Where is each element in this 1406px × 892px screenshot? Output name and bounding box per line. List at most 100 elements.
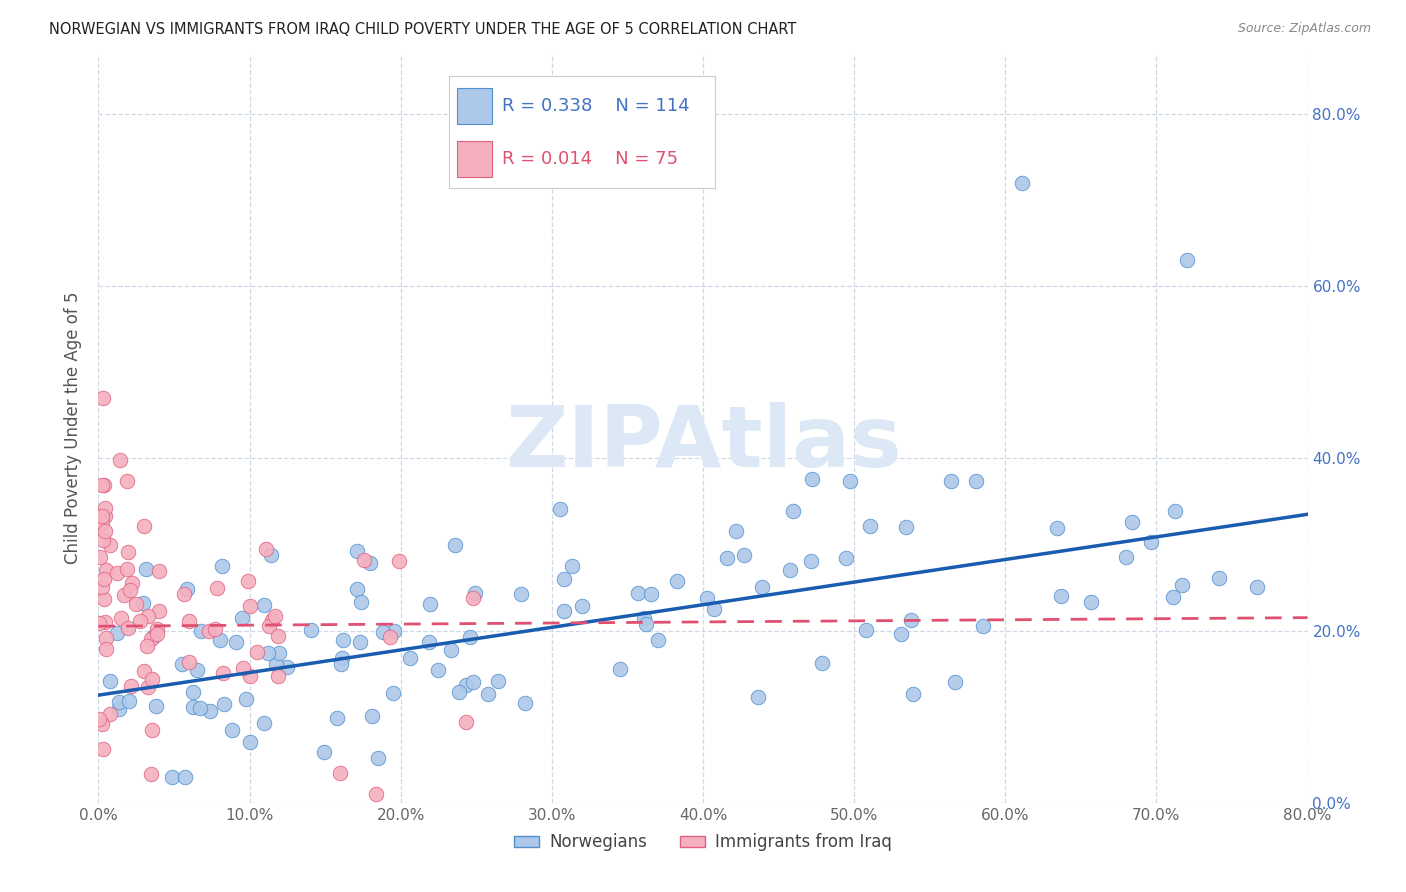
Norwegians xyxy=(1115,549,1137,564)
Immigrants from Iraq xyxy=(125,597,148,611)
Norwegians xyxy=(703,601,725,615)
Norwegians xyxy=(269,646,291,660)
Immigrants from Iraq xyxy=(461,591,484,605)
Norwegians xyxy=(696,591,718,606)
Immigrants from Iraq xyxy=(260,613,283,627)
Immigrants from Iraq xyxy=(91,508,114,523)
Immigrants from Iraq xyxy=(257,619,280,633)
Immigrants from Iraq xyxy=(115,562,138,576)
Norwegians xyxy=(418,634,440,648)
Norwegians xyxy=(458,630,481,644)
Immigrants from Iraq xyxy=(148,604,170,618)
Norwegians xyxy=(900,613,922,627)
Immigrants from Iraq xyxy=(93,572,115,586)
Norwegians xyxy=(176,582,198,596)
Norwegians xyxy=(666,574,689,588)
Norwegians xyxy=(371,625,394,640)
Norwegians xyxy=(751,580,773,594)
Norwegians xyxy=(454,678,477,692)
Norwegians xyxy=(1175,253,1198,268)
Immigrants from Iraq xyxy=(94,524,117,538)
Norwegians xyxy=(1164,504,1187,518)
Norwegians xyxy=(145,699,167,714)
Norwegians xyxy=(221,723,243,737)
Norwegians xyxy=(426,663,449,677)
Norwegians xyxy=(190,624,212,638)
Norwegians xyxy=(894,519,917,533)
Norwegians xyxy=(256,646,278,660)
Norwegians xyxy=(186,663,208,677)
Norwegians xyxy=(859,519,882,533)
Norwegians xyxy=(640,587,662,601)
Legend: Norwegians, Immigrants from Iraq: Norwegians, Immigrants from Iraq xyxy=(508,827,898,858)
Immigrants from Iraq xyxy=(93,533,115,547)
Norwegians xyxy=(350,595,373,609)
Norwegians xyxy=(1171,578,1194,592)
Immigrants from Iraq xyxy=(207,581,229,595)
Norwegians xyxy=(548,501,571,516)
Immigrants from Iraq xyxy=(148,564,170,578)
Norwegians xyxy=(633,611,655,625)
Norwegians xyxy=(325,711,347,725)
Norwegians xyxy=(419,597,441,611)
Immigrants from Iraq xyxy=(141,767,163,781)
Immigrants from Iraq xyxy=(146,622,169,636)
Norwegians xyxy=(1050,589,1073,603)
Norwegians xyxy=(188,701,211,715)
Immigrants from Iraq xyxy=(87,615,110,630)
Immigrants from Iraq xyxy=(87,712,110,726)
Norwegians xyxy=(716,551,738,566)
Immigrants from Iraq xyxy=(98,707,121,722)
Immigrants from Iraq xyxy=(91,742,114,756)
Norwegians xyxy=(1246,580,1268,594)
Norwegians xyxy=(647,633,669,648)
Norwegians xyxy=(359,557,381,571)
Immigrants from Iraq xyxy=(267,629,290,643)
Norwegians xyxy=(330,657,353,671)
Immigrants from Iraq xyxy=(91,391,114,405)
Norwegians xyxy=(108,702,131,716)
Norwegians xyxy=(181,699,204,714)
Norwegians xyxy=(361,709,384,723)
Norwegians xyxy=(509,587,531,601)
Norwegians xyxy=(118,693,141,707)
Immigrants from Iraq xyxy=(135,639,157,653)
Norwegians xyxy=(801,472,824,486)
Norwegians xyxy=(132,596,155,610)
Immigrants from Iraq xyxy=(90,478,112,492)
Norwegians xyxy=(1208,571,1230,585)
Immigrants from Iraq xyxy=(139,632,162,646)
Immigrants from Iraq xyxy=(329,766,352,780)
Norwegians xyxy=(200,704,222,718)
Norwegians xyxy=(107,696,129,710)
Immigrants from Iraq xyxy=(267,669,290,683)
Immigrants from Iraq xyxy=(89,549,111,564)
Norwegians xyxy=(231,610,253,624)
Immigrants from Iraq xyxy=(141,723,163,737)
Norwegians xyxy=(349,635,371,649)
Immigrants from Iraq xyxy=(121,576,143,591)
Norwegians xyxy=(172,657,194,672)
Norwegians xyxy=(782,504,804,518)
Norwegians xyxy=(346,544,368,558)
Immigrants from Iraq xyxy=(108,453,131,467)
Immigrants from Iraq xyxy=(136,680,159,694)
Immigrants from Iraq xyxy=(117,545,139,559)
Immigrants from Iraq xyxy=(380,630,402,644)
Immigrants from Iraq xyxy=(134,665,156,679)
Immigrants from Iraq xyxy=(388,554,411,568)
Norwegians xyxy=(800,554,823,568)
Immigrants from Iraq xyxy=(204,622,226,636)
Norwegians xyxy=(382,686,405,700)
Immigrants from Iraq xyxy=(263,609,285,624)
Norwegians xyxy=(181,685,204,699)
Norwegians xyxy=(444,538,467,552)
Norwegians xyxy=(299,624,322,638)
Immigrants from Iraq xyxy=(364,787,387,801)
Norwegians xyxy=(107,626,129,640)
Norwegians xyxy=(733,548,755,562)
Norwegians xyxy=(332,650,354,665)
Immigrants from Iraq xyxy=(94,509,117,524)
Norwegians xyxy=(1011,176,1033,190)
Immigrants from Iraq xyxy=(94,500,117,515)
